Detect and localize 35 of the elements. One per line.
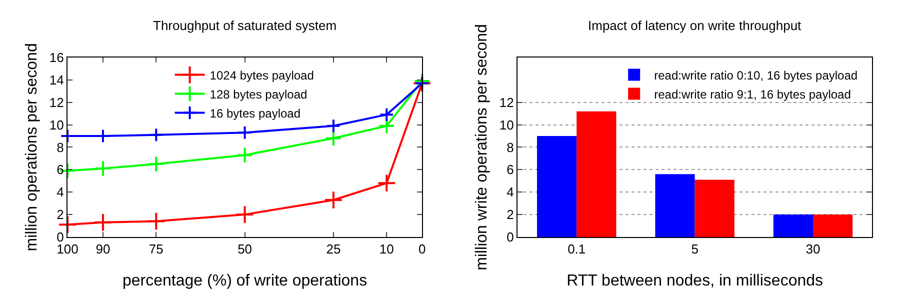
y-axis-title: million operations per second: [23, 43, 40, 252]
chart-title: Impact of latency on write throughput: [588, 18, 802, 33]
x-tick-label: 10: [379, 242, 394, 257]
y-tick-label: 8: [506, 140, 514, 155]
y-tick-label: 14: [49, 72, 64, 88]
legend-label: 128 bytes payload: [210, 87, 308, 102]
x-tick-label: 30: [806, 242, 820, 257]
x-tick-label: 0.1: [568, 242, 586, 257]
x-tick-label: 90: [96, 242, 110, 257]
y-tick-label: 6: [56, 162, 64, 178]
x-tick-label: 75: [148, 242, 164, 257]
y-tick-label: 2: [506, 207, 514, 222]
y-tick-label: 4: [56, 184, 64, 200]
x-axis-title: percentage (%) of write operations: [122, 272, 368, 290]
x-tick-label: 25: [326, 242, 341, 257]
chart-title: Throughput of saturated system: [153, 18, 337, 33]
x-tick-label: 50: [238, 242, 252, 257]
y-tick-label: 0: [506, 230, 514, 245]
y-tick-label: 8: [56, 140, 64, 155]
y-tick-label: 10: [499, 117, 514, 132]
x-axis-title: RTT between nodes, in milliseconds: [566, 272, 824, 290]
y-tick-label: 6: [506, 162, 514, 178]
legend-label: read:write ratio 9:1, 16 bytes payload: [654, 87, 851, 102]
y-tick-label: 12: [49, 94, 64, 110]
y-tick-label: 16: [49, 50, 64, 65]
legend-label: 1024 bytes payload: [210, 68, 314, 82]
y-tick-label: 10: [49, 117, 64, 132]
x-tick-label: 0: [418, 242, 426, 257]
y-tick-label: 4: [506, 184, 514, 200]
x-tick-label: 5: [691, 242, 698, 257]
y-tick-label: 2: [56, 207, 64, 222]
legend-label: 16 bytes payload: [210, 106, 301, 120]
y-axis-title: million write operations per second: [473, 24, 490, 270]
legend-label: read:write ratio 0:10, 16 bytes payload: [654, 68, 858, 82]
y-tick-label: 12: [499, 94, 514, 110]
